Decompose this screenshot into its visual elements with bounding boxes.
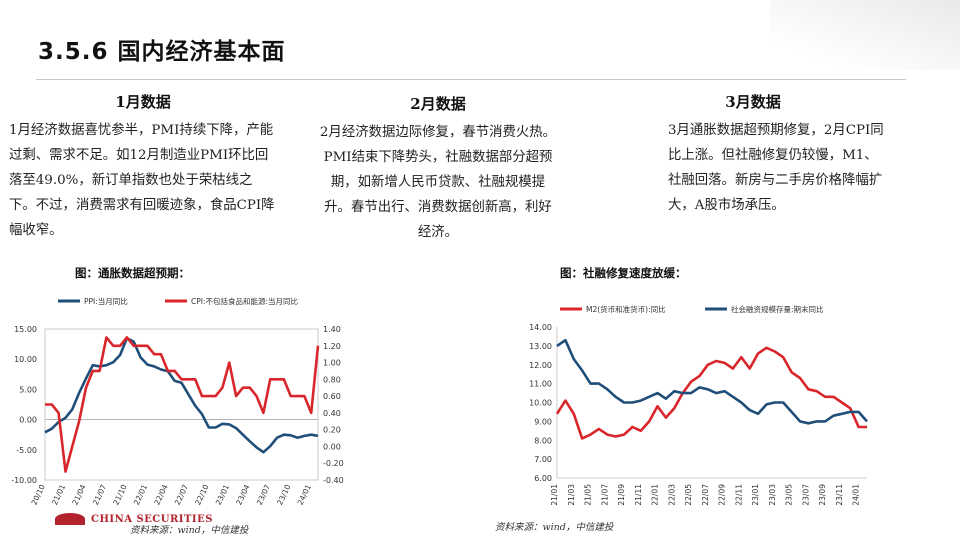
y-tick-label-left: 5.00 [19,385,37,394]
x-tick-label: 21/09 [617,484,626,506]
x-tick-label: 23/03 [768,484,777,506]
company-logo: CHINA SECURITIES [55,511,213,527]
y-tick-label-left: -10.00 [11,476,37,485]
y-tick-label-right: 0.40 [323,409,341,418]
y-tick-label-right: 0.80 [323,375,341,384]
series-line-cpi [45,336,320,473]
x-tick-label: 21/04 [70,483,87,507]
y-tick-label: 14.00 [529,323,552,332]
y-tick-label: 11.00 [529,380,552,389]
y-tick-label-left: -5.00 [16,446,37,455]
x-tick-label: 22/11 [734,484,743,506]
x-tick-label: 23/04 [234,483,251,507]
x-tick-label: 23/01 [214,483,231,507]
left-chart-source: 资料来源：wind，中信建投 [130,525,249,536]
column-heading: 1月数据 [115,93,171,111]
x-tick-label: 21/07 [91,483,108,507]
x-tick-label: 23/11 [835,484,844,506]
x-tick-label: 22/03 [667,484,676,506]
y-tick-label: 6.00 [534,474,552,483]
y-tick-label: 10.00 [529,399,552,408]
x-tick-label: 23/01 [751,484,760,506]
x-tick-label: 24/01 [296,483,313,507]
x-tick-label: 22/10 [193,483,210,507]
logo-text: CHINA SECURITIES [91,513,213,525]
x-tick-label: 22/07 [173,483,190,507]
column-body: 1月经济数据喜忧参半，PMI持续下降，产能过剩、需求不足。如12月制造业PMI环… [9,123,275,238]
social-financing-chart: 14.00 13.00 12.00 11.00 10.00 9.00 8.00 7.00 6.0… [529,304,868,506]
x-tick-label: 22/07 [701,484,710,506]
series-line-tsf [556,338,868,425]
y-tick-label-right: -0.20 [323,459,344,468]
x-tick-label: 23/07 [801,484,810,506]
y-tick-label-right: 1.00 [323,359,341,368]
y-tick-label-left: 0.00 [19,416,37,425]
column-heading: 3月数据 [725,93,781,111]
legend-label: PPI:当月同比 [84,296,128,306]
legend-label: 社会融资规模存量:期末同比 [731,304,824,314]
x-tick-label: 21/01 [50,483,67,507]
plot-frame [44,328,319,481]
x-tick-label: 23/07 [255,483,272,507]
column-february: 2月数据 2月经济数据边际修复，春节消费火热。PMI结束下降势头，社融数据部分超… [318,93,558,245]
column-january: 1月数据 1月经济数据喜忧参半，PMI持续下降，产能过剩、需求不足。如12月制造… [9,91,277,243]
corner-decoration [770,0,960,70]
y-tick-label: 12.00 [529,361,552,370]
y-tick-label-right: 0.20 [323,426,341,435]
y-tick-label-right: 0.60 [323,392,341,401]
column-march: 3月数据 3月通胀数据超预期修复，2月CPI同比上涨。但社融修复仍较慢，M1、社… [668,91,888,218]
series-line-m2 [555,346,867,440]
x-tick-label: 22/01 [651,484,660,506]
x-tick-label: 21/07 [600,484,609,506]
x-tick-label: 21/03 [567,484,576,506]
series-line-ppi [44,336,319,454]
x-tick-label: 20/10 [30,483,47,507]
x-tick-label: 22/01 [132,483,149,507]
legend-label: CPI:不包括食品和能源:当月同比 [191,296,299,306]
column-heading: 2月数据 [410,95,466,113]
y-tick-label: 9.00 [534,417,552,426]
y-tick-label-left: 15.00 [14,325,37,334]
y-tick-label: 7.00 [534,455,552,464]
x-tick-label: 22/05 [684,484,693,506]
inflation-chart: 15.00 10.00 5.00 0.00 -5.00 -10.00 1.40 1.20 1.0… [11,296,344,507]
x-tick-label: 21/11 [634,484,643,506]
y-tick-label-right: -0.40 [323,476,344,485]
y-tick-label-right: 0.00 [323,442,341,451]
y-tick-label-right: 1.40 [323,325,341,334]
x-tick-label: 24/01 [852,484,861,506]
y-tick-label: 8.00 [534,436,552,445]
title-divider [36,79,906,80]
x-tick-label: 22/04 [152,483,169,507]
x-tick-label: 23/09 [818,484,827,506]
right-chart-source: 资料来源：wind，中信建投 [495,522,614,533]
x-tick-label: 23/10 [275,483,292,507]
column-body: 2月经济数据边际修复，春节消费火热。PMI结束下降势头，社融数据部分超预期，如新… [319,125,557,240]
x-tick-label: 21/01 [550,484,559,506]
page-title: 3.5.6 国内经济基本面 [38,39,286,65]
x-tick-label: 23/05 [785,484,794,506]
x-tick-label: 21/10 [111,483,128,507]
y-tick-label-right: 1.20 [323,342,341,351]
column-body: 3月通胀数据超预期修复，2月CPI同比上涨。但社融修复仍较慢，M1、社融回落。新… [668,123,884,213]
right-chart-title: 图：社融修复速度放缓： [560,266,687,280]
legend-label: M2(货币和准货币):同比 [586,304,666,314]
y-tick-label-left: 10.00 [14,355,37,364]
y-tick-label: 13.00 [529,342,552,351]
left-chart-title: 图：通胀数据超预期： [75,266,190,280]
logo-emblem-icon [55,513,85,525]
x-tick-label: 21/05 [584,484,593,506]
x-tick-label: 22/09 [718,484,727,506]
